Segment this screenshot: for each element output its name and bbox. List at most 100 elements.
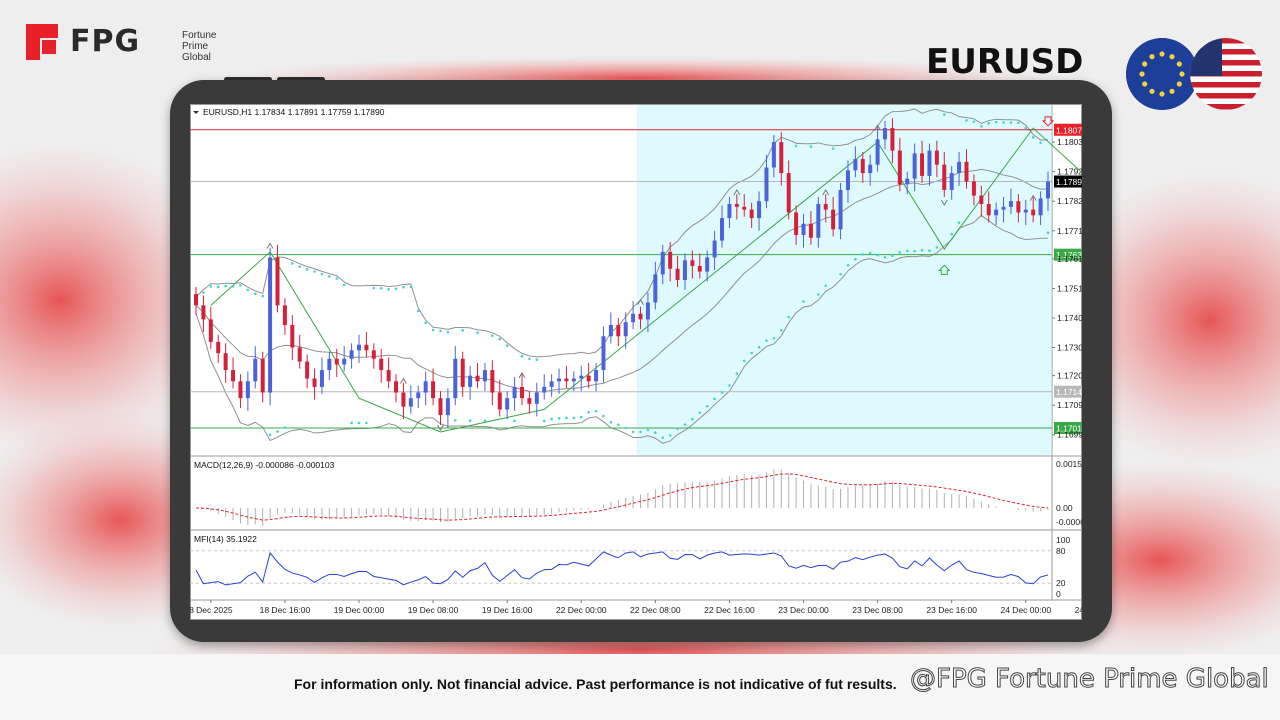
sar-dot <box>898 251 902 254</box>
candle <box>786 160 791 220</box>
x-tick-label: 8 Dec 2025 <box>190 605 233 615</box>
sar-dot <box>357 421 361 425</box>
y-tick-label: 1.17925 <box>1057 167 1082 177</box>
sar-dot <box>846 263 850 267</box>
x-tick-label: 19 Dec 08:00 <box>408 605 459 615</box>
candle-body <box>845 170 850 190</box>
candle-body <box>979 195 984 205</box>
sar-dot <box>705 404 709 408</box>
sar-dot <box>646 428 650 432</box>
sar-dot <box>639 430 642 434</box>
candle-body <box>638 313 643 320</box>
y-tick-label: 1.17615 <box>1057 254 1082 264</box>
candle <box>801 213 806 248</box>
candle-body <box>468 375 473 387</box>
candle <box>319 357 324 394</box>
candle-body <box>342 358 347 365</box>
sar-dot <box>513 419 516 423</box>
mfi-tick-label: 80 <box>1056 546 1066 556</box>
candle-body <box>201 305 206 320</box>
candle <box>1001 197 1006 223</box>
candle-body <box>912 153 917 179</box>
candle <box>260 351 265 403</box>
sar-dot <box>676 427 679 431</box>
candle <box>379 348 384 383</box>
candle-body <box>386 370 391 382</box>
candle <box>757 191 762 231</box>
candle-body <box>868 164 873 174</box>
sar-dot <box>209 285 213 288</box>
sar-dot <box>757 345 761 349</box>
candle <box>290 315 295 361</box>
sar-dot <box>683 423 687 426</box>
watermark: @FPG Fortune Prime Global <box>910 664 1270 695</box>
candle <box>845 160 850 203</box>
sar-dot <box>668 434 672 437</box>
candle <box>231 357 236 389</box>
candle <box>238 374 243 409</box>
sar-dot <box>1031 136 1035 139</box>
candle <box>364 332 369 358</box>
candle <box>682 253 687 290</box>
sar-dot <box>216 285 220 289</box>
sar-dot <box>854 257 857 261</box>
candle <box>957 151 962 186</box>
candle <box>475 363 480 389</box>
candle <box>557 368 562 394</box>
fractal-up-icon <box>400 377 407 384</box>
candle-body <box>519 386 524 399</box>
sar-dot <box>276 430 279 433</box>
sar-dot <box>305 268 309 271</box>
candle-body <box>675 268 680 280</box>
candle <box>668 242 673 282</box>
candle-body <box>727 204 732 219</box>
y-tick-label: 1.17510 <box>1057 283 1082 293</box>
candle <box>401 382 406 420</box>
sar-dot <box>298 265 302 268</box>
candle <box>623 312 628 349</box>
candle-body <box>319 370 324 387</box>
mfi-label: MFI(14) 35.1922 <box>194 534 257 544</box>
candle-body <box>757 201 762 219</box>
sar-dot <box>402 285 405 289</box>
candle <box>490 360 495 406</box>
candle-body <box>557 378 562 382</box>
price-tag-label: 1.18074 <box>1056 125 1082 135</box>
macd-tick-label: -0.000603 <box>1056 517 1082 527</box>
sar-dot <box>550 417 553 421</box>
candle <box>994 202 999 226</box>
candle-body <box>371 350 376 359</box>
candle <box>394 374 399 403</box>
sar-dot <box>416 309 420 313</box>
eu-flag-icon <box>1126 38 1198 110</box>
sar-dot <box>728 384 731 387</box>
sar-dot <box>654 431 657 434</box>
sar-dot <box>735 372 739 375</box>
candle <box>1023 199 1028 226</box>
candle <box>519 374 524 406</box>
candle-body <box>1038 198 1043 216</box>
sar-dot <box>742 359 746 363</box>
candle <box>816 197 821 248</box>
candle <box>586 363 591 389</box>
sar-dot <box>839 272 842 276</box>
price-tag-label: 1.17630 <box>1056 250 1082 260</box>
candle <box>216 334 221 363</box>
candle-body <box>194 294 198 306</box>
sar-dot <box>446 330 450 334</box>
tablet-button <box>277 77 325 82</box>
candle-body <box>631 313 636 323</box>
sar-dot <box>779 328 783 332</box>
sell-arrow-icon <box>1041 116 1055 127</box>
candle <box>564 365 569 389</box>
sar-dot <box>520 354 524 358</box>
candle <box>416 385 421 409</box>
buy-arrow-icon <box>938 264 951 275</box>
sar-dot <box>972 120 976 123</box>
candle-body <box>831 209 836 230</box>
candle-body <box>216 341 221 354</box>
us-flag-icon <box>1190 38 1262 110</box>
candle-body <box>401 392 406 407</box>
candle-body <box>275 257 280 306</box>
candle <box>705 250 710 282</box>
